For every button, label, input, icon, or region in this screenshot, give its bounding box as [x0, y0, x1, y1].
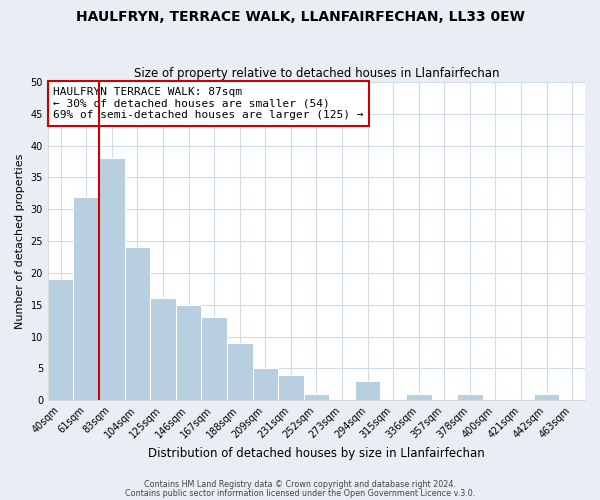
Bar [355, 381, 380, 400]
Text: Contains HM Land Registry data © Crown copyright and database right 2024.: Contains HM Land Registry data © Crown c… [144, 480, 456, 489]
Text: Contains public sector information licensed under the Open Government Licence v.: Contains public sector information licen… [125, 488, 475, 498]
X-axis label: Distribution of detached houses by size in Llanfairfechan: Distribution of detached houses by size … [148, 447, 485, 460]
Bar [73, 196, 99, 400]
Bar [99, 158, 125, 400]
Y-axis label: Number of detached properties: Number of detached properties [15, 154, 25, 329]
Bar [150, 298, 176, 400]
Bar [253, 368, 278, 400]
Title: Size of property relative to detached houses in Llanfairfechan: Size of property relative to detached ho… [134, 66, 499, 80]
Text: HAULFRYN, TERRACE WALK, LLANFAIRFECHAN, LL33 0EW: HAULFRYN, TERRACE WALK, LLANFAIRFECHAN, … [76, 10, 524, 24]
Bar [304, 394, 329, 400]
Bar [457, 394, 482, 400]
Bar [534, 394, 559, 400]
Text: HAULFRYN TERRACE WALK: 87sqm
← 30% of detached houses are smaller (54)
69% of se: HAULFRYN TERRACE WALK: 87sqm ← 30% of de… [53, 87, 364, 120]
Bar [278, 374, 304, 400]
Bar [48, 280, 73, 400]
Bar [227, 343, 253, 400]
Bar [406, 394, 431, 400]
Bar [202, 318, 227, 400]
Bar [176, 305, 202, 400]
Bar [125, 248, 150, 400]
